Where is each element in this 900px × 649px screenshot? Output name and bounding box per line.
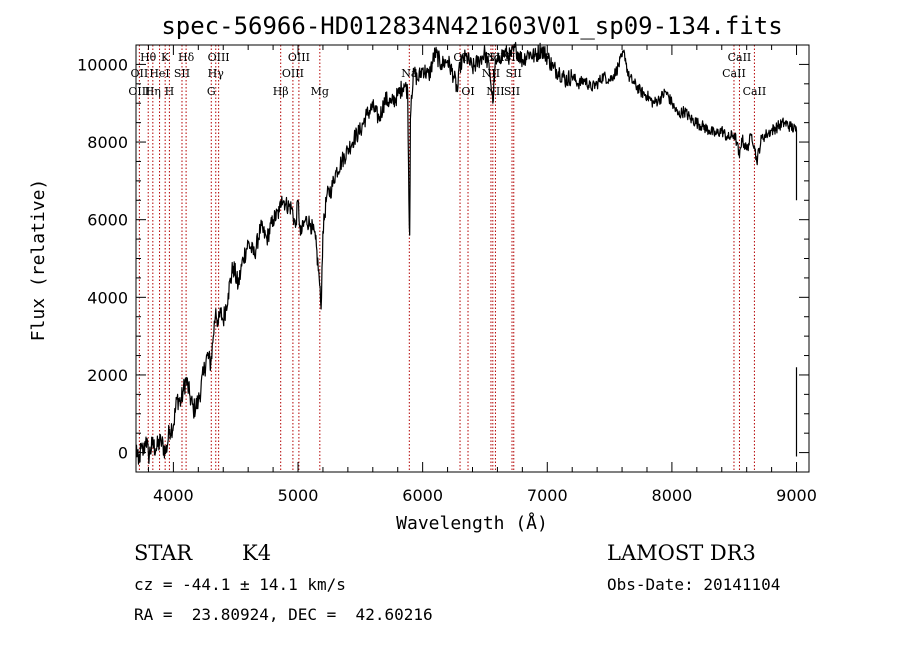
- line-label: OIII: [208, 51, 230, 64]
- line-label: OIII: [288, 51, 310, 64]
- line-label: SII: [174, 67, 190, 80]
- x-tick-label: 8000: [652, 486, 693, 505]
- line-label: OIII: [282, 67, 304, 80]
- line-label: SII: [506, 67, 522, 80]
- x-tick-label: 6000: [402, 486, 443, 505]
- spectral-line-markers: [138, 45, 755, 472]
- y-tick-label: 4000: [87, 288, 128, 307]
- line-label: Hγ: [208, 67, 225, 80]
- spectral-line-labels: Hθ OII OIII K HeI Hη Hδ SII H OIII Hγ G OIII OIII Hβ Mg…: [128, 51, 766, 98]
- line-label: NII: [486, 85, 504, 98]
- x-tick-label: 4000: [153, 486, 194, 505]
- line-label: Hθ: [140, 51, 157, 64]
- redshift-readout: cz = -44.1 ± 14.1 km/s: [134, 575, 346, 594]
- plot-frame: [135, 44, 810, 473]
- x-axis: 4000 5000 6000 7000 8000 9000: [147, 45, 817, 505]
- spectrum-line: [135, 41, 798, 465]
- subclass: K4: [242, 541, 272, 565]
- line-label: NII: [482, 67, 500, 80]
- chart-title: spec-56966-HD012834N421603V01_sp09-134.f…: [161, 12, 782, 40]
- object-class: STAR: [134, 541, 193, 565]
- line-label: Hδ: [178, 51, 195, 64]
- y-tick-label: 6000: [87, 211, 128, 230]
- line-label: OI: [461, 85, 474, 98]
- y-axis: 0 2000 4000 6000 8000 10000: [77, 44, 809, 473]
- line-label: CaII: [728, 51, 752, 64]
- coordinates: RA = 23.80924, DEC = 42.60216: [134, 605, 433, 624]
- x-tick-label: 7000: [527, 486, 568, 505]
- line-label: Hβ: [273, 85, 289, 98]
- survey-name: LAMOST DR3: [607, 541, 756, 565]
- x-tick-label: 9000: [776, 486, 817, 505]
- line-label: OII: [131, 67, 149, 80]
- line-label: Mg: [311, 85, 329, 98]
- y-tick-label: 0: [118, 444, 128, 463]
- y-tick-label: 8000: [87, 133, 128, 152]
- obs-date: Obs-Date: 20141104: [607, 575, 781, 594]
- line-label: H: [165, 85, 175, 98]
- x-tick-label: 5000: [278, 486, 319, 505]
- line-label: OIII: [128, 85, 150, 98]
- line-label: CaII: [743, 85, 767, 98]
- line-label: K: [161, 51, 170, 64]
- y-axis-label: Flux (relative): [28, 179, 49, 342]
- line-label: SII: [504, 85, 520, 98]
- line-label: CaII: [722, 67, 746, 80]
- y-tick-label: 2000: [87, 366, 128, 385]
- x-axis-label: Wavelength (Å): [396, 512, 548, 534]
- y-tick-label: 10000: [77, 55, 128, 74]
- line-label: HeI: [149, 67, 169, 80]
- line-label: Hη: [145, 85, 161, 98]
- line-label: G: [207, 85, 216, 98]
